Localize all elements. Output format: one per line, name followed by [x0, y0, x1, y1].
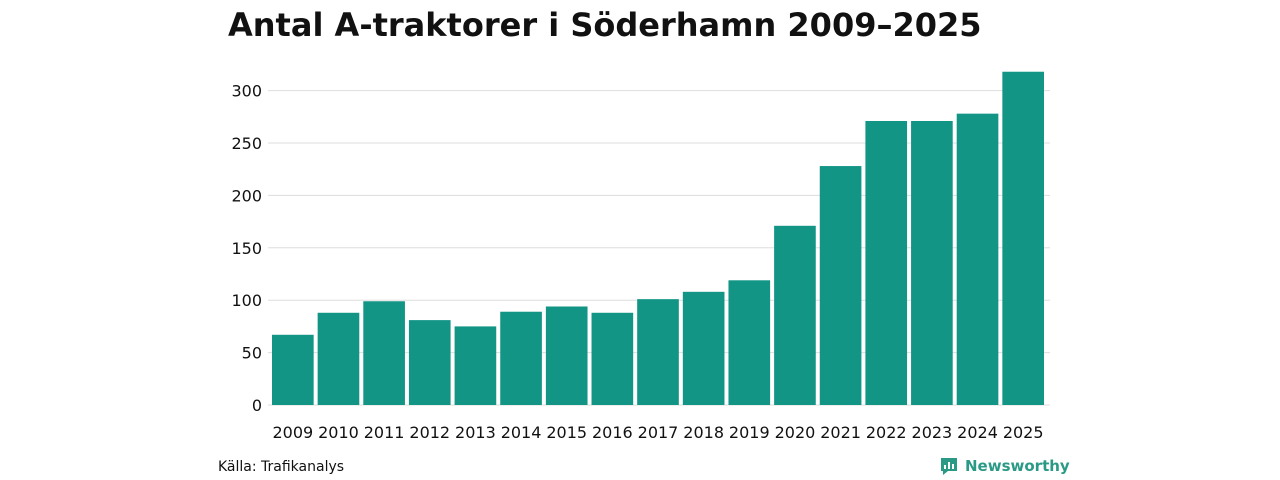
bar-2022 — [865, 120, 908, 405]
bar-2020 — [774, 225, 816, 405]
bar-2015 — [545, 306, 588, 405]
x-tick-label: 2022 — [866, 423, 907, 442]
y-axis-ticks: 0 50 100 150 200 250 300 — [231, 82, 262, 415]
x-tick-label: 2014 — [501, 423, 542, 442]
x-tick-label: 2018 — [683, 423, 724, 442]
x-tick-label: 2012 — [409, 423, 450, 442]
bar-2013 — [454, 326, 497, 405]
x-tick-label: 2020 — [775, 423, 816, 442]
bar-2011 — [363, 301, 405, 405]
x-tick-label: 2019 — [729, 423, 770, 442]
bar-2012 — [408, 320, 451, 405]
x-tick-label: 2024 — [957, 423, 998, 442]
newsworthy-logo-icon — [941, 458, 957, 475]
brand-logo: Newsworthy — [939, 456, 1070, 476]
x-tick-label: 2023 — [912, 423, 953, 442]
bar-2021 — [819, 166, 862, 405]
chart-title: Antal A-traktorer i Söderhamn 2009–2025 — [228, 6, 982, 44]
y-tick-label: 200 — [231, 186, 262, 205]
x-tick-label: 2013 — [455, 423, 496, 442]
y-tick-label: 0 — [252, 396, 262, 415]
bar-2025 — [1002, 71, 1044, 406]
bar-2017 — [637, 299, 679, 405]
x-tick-label: 2021 — [820, 423, 861, 442]
bar-2016 — [591, 312, 634, 405]
x-tick-label: 2017 — [638, 423, 679, 442]
x-tick-label: 2016 — [592, 423, 633, 442]
x-tick-label: 2015 — [546, 423, 587, 442]
bar-2010 — [317, 312, 360, 405]
x-axis-ticks: 2009 2010 2011 2012 2013 2014 2015 2016 2017 2018… — [272, 423, 1043, 442]
y-tick-label: 250 — [231, 134, 262, 153]
bar-2019 — [728, 280, 771, 405]
y-tick-label: 300 — [231, 82, 262, 101]
bars — [272, 71, 1044, 406]
y-tick-label: 150 — [231, 239, 262, 258]
x-tick-label: 2010 — [318, 423, 359, 442]
x-tick-label: 2025 — [1003, 423, 1044, 442]
y-tick-label: 50 — [242, 344, 262, 363]
bar-2018 — [682, 291, 725, 405]
bar-2024 — [956, 113, 999, 405]
bar-2009 — [272, 334, 314, 405]
x-tick-label: 2009 — [272, 423, 313, 442]
x-tick-label: 2011 — [364, 423, 405, 442]
y-tick-label: 100 — [231, 291, 262, 310]
bar-2014 — [500, 311, 542, 405]
bar-2023 — [911, 120, 953, 405]
source-note: Källa: Trafikanalys — [218, 459, 345, 475]
brand-name: Newsworthy — [965, 457, 1070, 475]
